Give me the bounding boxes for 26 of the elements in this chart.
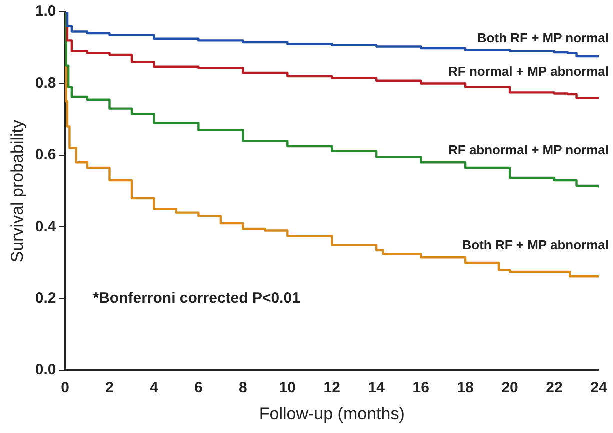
y-tick-label: 0.6 [35, 146, 56, 164]
x-tick-label: 4 [150, 380, 160, 397]
x-tick-label: 22 [546, 380, 563, 397]
series-label: RF abnormal + MP normal [448, 142, 609, 158]
series-label: Both RF + MP abnormal [462, 238, 609, 253]
x-tick-label: 18 [457, 380, 474, 397]
y-axis-title: Survival probability [8, 119, 27, 263]
x-axis-title: Follow-up (months) [259, 404, 405, 424]
x-tick-label: 0 [61, 380, 70, 397]
x-tick-label: 6 [194, 380, 203, 397]
y-tick-label: 0.2 [35, 290, 56, 308]
annotation: *Bonferroni corrected P<0.01 [93, 290, 300, 308]
series-label: RF normal + MP abnormal [448, 64, 609, 79]
x-tick-label: 10 [279, 380, 296, 397]
y-tick-label: 1.0 [35, 3, 56, 20]
x-tick-label: 8 [238, 380, 248, 397]
x-tick-label: 16 [412, 380, 430, 397]
x-tick-label: 12 [324, 380, 340, 397]
y-tick-label: 0.8 [35, 74, 56, 92]
x-tick-label: 20 [502, 380, 518, 397]
y-tick-label: 0.4 [35, 218, 57, 236]
x-tick-label: 2 [106, 380, 114, 397]
series-label: Both RF + MP normal [477, 30, 609, 46]
x-tick-label: 14 [368, 380, 386, 397]
x-tick-label: 24 [590, 380, 608, 397]
y-tick-label: 0.0 [35, 362, 56, 379]
